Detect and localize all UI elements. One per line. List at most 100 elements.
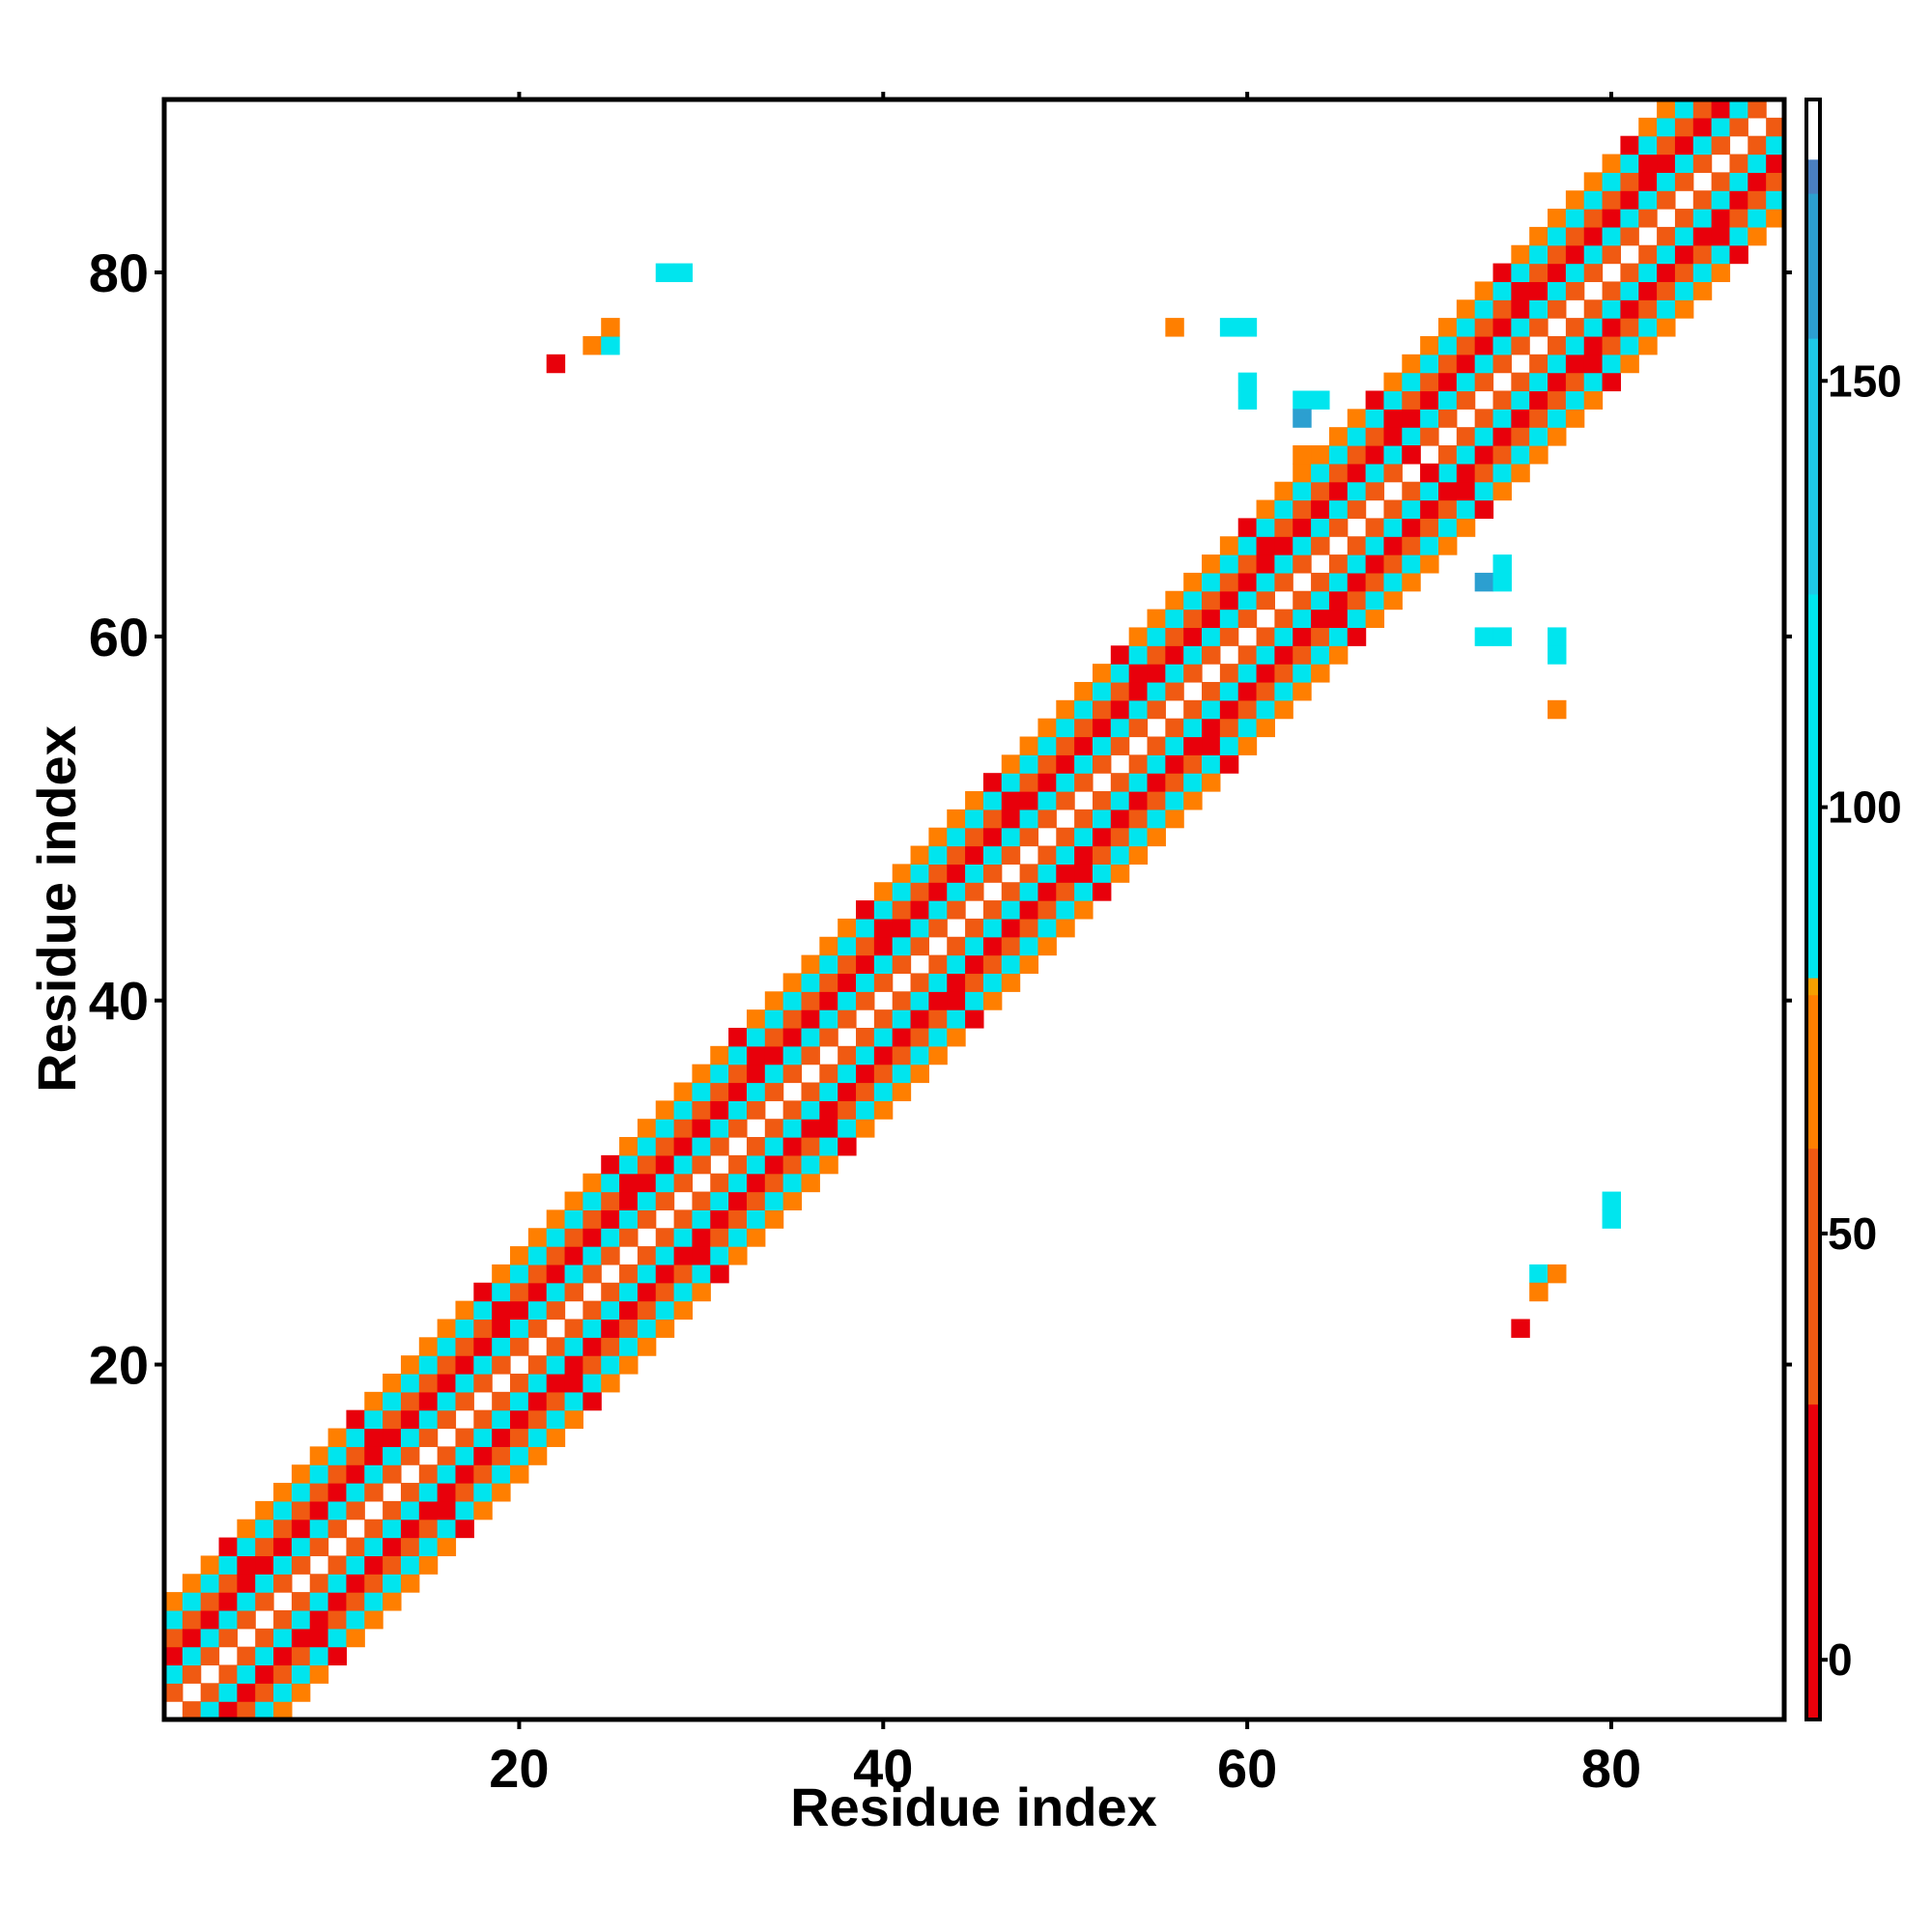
heatmap-cell: [510, 1337, 529, 1356]
heatmap-cell: [1674, 99, 1694, 119]
heatmap-cell: [273, 1483, 293, 1502]
heatmap-cell: [1311, 590, 1330, 611]
y-tick-label: 40: [89, 971, 149, 1032]
heatmap-cell: [1328, 645, 1349, 665]
heatmap-cell: [982, 809, 1003, 829]
heatmap-cell: [782, 1137, 803, 1156]
heatmap-cell: [1001, 791, 1021, 810]
heatmap-cell: [582, 1355, 602, 1375]
heatmap-cell: [1365, 554, 1385, 574]
heatmap-cell: [637, 1319, 657, 1338]
heatmap-cell: [327, 1446, 348, 1465]
heatmap-cell: [1420, 354, 1439, 374]
heatmap-cell: [1529, 372, 1548, 392]
heatmap-cell: [1529, 1264, 1548, 1284]
heatmap-cell: [255, 1646, 274, 1666]
heatmap-cell: [838, 1137, 857, 1156]
heatmap-cell: [582, 1300, 602, 1321]
axis-ticks: 20 40 60 80 20 40 60 80: [89, 92, 1792, 1799]
heatmap-cell: [1529, 318, 1548, 337]
heatmap-cell: [291, 1500, 311, 1520]
heatmap-cell: [1056, 736, 1075, 755]
heatmap-cell: [418, 1355, 439, 1375]
heatmap-cell: [510, 1300, 529, 1321]
heatmap-cell: [291, 1609, 311, 1630]
heatmap-cell: [1056, 882, 1075, 901]
heatmap-cell: [418, 1555, 439, 1575]
heatmap-cell: [692, 1064, 711, 1084]
heatmap-cell: [764, 1191, 784, 1210]
heatmap-cell: [1019, 936, 1039, 956]
heatmap-cell: [1620, 226, 1639, 246]
heatmap-cell: [1274, 572, 1293, 592]
heatmap-cell: [1692, 135, 1713, 156]
heatmap-cell: [1657, 318, 1676, 337]
heatmap-cell: [1256, 627, 1275, 646]
heatmap-cell: [873, 882, 894, 901]
heatmap-cell: [1711, 99, 1731, 119]
heatmap-cell: [910, 991, 929, 1010]
colorbar-tick-label: 150: [1828, 355, 1902, 406]
heatmap-cell: [782, 1009, 803, 1029]
heatmap-cell: [1511, 463, 1530, 483]
heatmap-cell: [1110, 718, 1130, 738]
heatmap-cell: [1711, 226, 1731, 246]
heatmap-cell: [1311, 572, 1330, 592]
heatmap-cell: [1347, 536, 1367, 555]
heatmap-cell: [455, 1428, 474, 1447]
heatmap-cell: [1529, 390, 1548, 410]
plot-frame: [161, 97, 1787, 1722]
heatmap-cell: [1219, 681, 1239, 701]
heatmap-cell: [418, 1464, 439, 1484]
heatmap-cell: [327, 1555, 348, 1575]
heatmap-cell: [383, 1446, 402, 1465]
heatmap-cell: [182, 1664, 202, 1684]
y-tick-label: 60: [89, 607, 149, 668]
heatmap-cell: [1529, 226, 1548, 246]
heatmap-cell: [1766, 135, 1785, 156]
heatmap-cell: [673, 1154, 694, 1175]
heatmap-cell: [928, 1009, 948, 1029]
heatmap-cell: [418, 1409, 439, 1430]
heatmap-cell: [1293, 554, 1312, 574]
heatmap-cell: [546, 1209, 566, 1229]
heatmap-cell: [1383, 518, 1403, 537]
heatmap-cell: [418, 1391, 439, 1411]
heatmap-cell: [492, 1300, 511, 1321]
heatmap-cell: [1511, 372, 1530, 392]
heatmap-cell: [910, 918, 929, 938]
heatmap-cell: [437, 1409, 457, 1430]
heatmap-cell: [237, 1537, 256, 1557]
heatmap-cell: [1548, 244, 1567, 265]
heatmap-cell: [892, 864, 912, 883]
heatmap-cell: [1511, 409, 1530, 428]
heatmap-cell: [710, 1228, 729, 1247]
heatmap-cell: [1037, 936, 1057, 956]
heatmap-cell: [1128, 773, 1149, 792]
heatmap-cell: [782, 1173, 803, 1193]
heatmap-cell: [1456, 335, 1476, 355]
heatmap-cell: [546, 1282, 566, 1302]
heatmap-cell: [1237, 609, 1258, 629]
heatmap-cell: [346, 1628, 365, 1648]
heatmap-cell: [364, 1483, 384, 1502]
heatmap-cell: [1383, 536, 1403, 555]
heatmap-cell: [492, 1355, 511, 1375]
heatmap-cell: [619, 1173, 639, 1193]
heatmap-cell: [1492, 409, 1512, 428]
heatmap-cell: [1383, 572, 1403, 592]
heatmap-cell: [437, 1464, 457, 1484]
heatmap-cell: [510, 1264, 529, 1284]
heatmap-cell: [1437, 481, 1458, 501]
heatmap-cell: [873, 1045, 894, 1065]
heatmap-cell: [764, 1064, 784, 1084]
heatmap-cell: [1620, 209, 1639, 228]
heatmap-cell: [1311, 390, 1330, 410]
heatmap-cell: [309, 1664, 329, 1684]
heatmap-cell: [947, 882, 966, 901]
heatmap-cell: [1565, 263, 1585, 283]
heatmap-cell: [928, 827, 948, 847]
heatmap-cell: [1402, 390, 1421, 410]
heatmap-cell: [400, 1519, 420, 1539]
heatmap-cell: [255, 1555, 274, 1575]
